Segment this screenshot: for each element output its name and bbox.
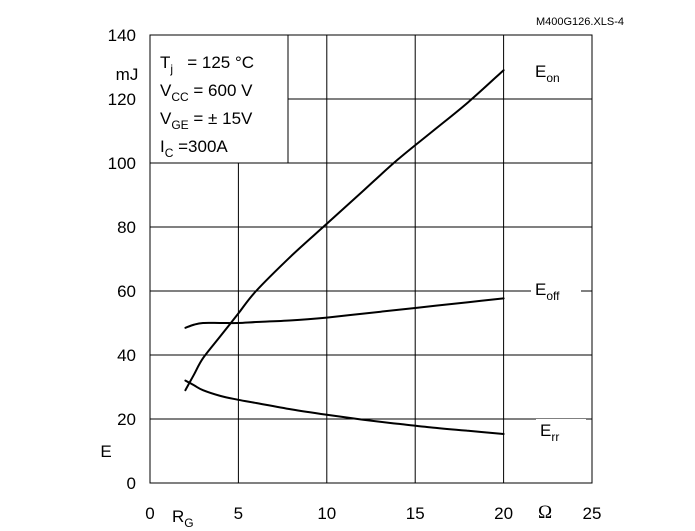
series-label-on: Eon	[535, 62, 560, 85]
series-curves	[184, 69, 505, 435]
y-tick-label: 120	[108, 90, 136, 109]
series-label-bg	[531, 278, 581, 304]
y-tick-label: 140	[108, 26, 136, 45]
x-tick-label: 10	[317, 504, 336, 523]
x-tick-label: 25	[583, 504, 602, 523]
series-line-rr	[184, 379, 505, 435]
condition-line: IC =300A	[160, 137, 228, 160]
x-tick-label: 0	[145, 504, 154, 523]
source-label: M400G126.XLS-4	[536, 16, 624, 28]
y-tick-label: 40	[117, 346, 136, 365]
condition-line: VGE = ± 15V	[160, 109, 253, 132]
series-label-bg	[531, 60, 581, 86]
y-axis-label: E	[100, 442, 111, 461]
condition-line: VCC = 600 V	[160, 81, 253, 104]
y-tick-label: 100	[108, 154, 136, 173]
series-line-on	[184, 69, 505, 392]
x-axis-label-sub: G	[184, 516, 193, 530]
condition-line: Tj = 125 °C	[160, 53, 254, 76]
x-axis-label: RG	[172, 507, 194, 530]
x-tick-label: 5	[234, 504, 243, 523]
x-tick-label: 15	[406, 504, 425, 523]
series-label-rr: Err	[540, 421, 559, 444]
y-tick-labels: 0 20 40 60 80 100 120 140	[108, 26, 136, 493]
series-line-off	[184, 297, 505, 329]
y-tick-label: 0	[127, 474, 136, 493]
y-tick-label: 60	[117, 282, 136, 301]
conditions-box: Tj = 125 °C VCC = 600 V VGE = ± 15V IC =300…	[149, 34, 289, 164]
y-tick-label: 20	[117, 410, 136, 429]
x-axis-label-main: R	[172, 507, 184, 526]
y-tick-label: 80	[117, 218, 136, 237]
x-tick-labels: 0 5 10 15 20 25	[145, 504, 601, 523]
series-labels: Eon Eoff Err	[531, 60, 586, 445]
series-label-bg	[536, 419, 586, 445]
x-axis-unit: Ω	[538, 502, 552, 523]
series-label-off: Eoff	[535, 280, 560, 303]
y-axis-unit: mJ	[116, 65, 139, 84]
x-tick-label: 20	[494, 504, 513, 523]
grid-lines	[150, 35, 592, 483]
plot-frame	[149, 34, 593, 484]
